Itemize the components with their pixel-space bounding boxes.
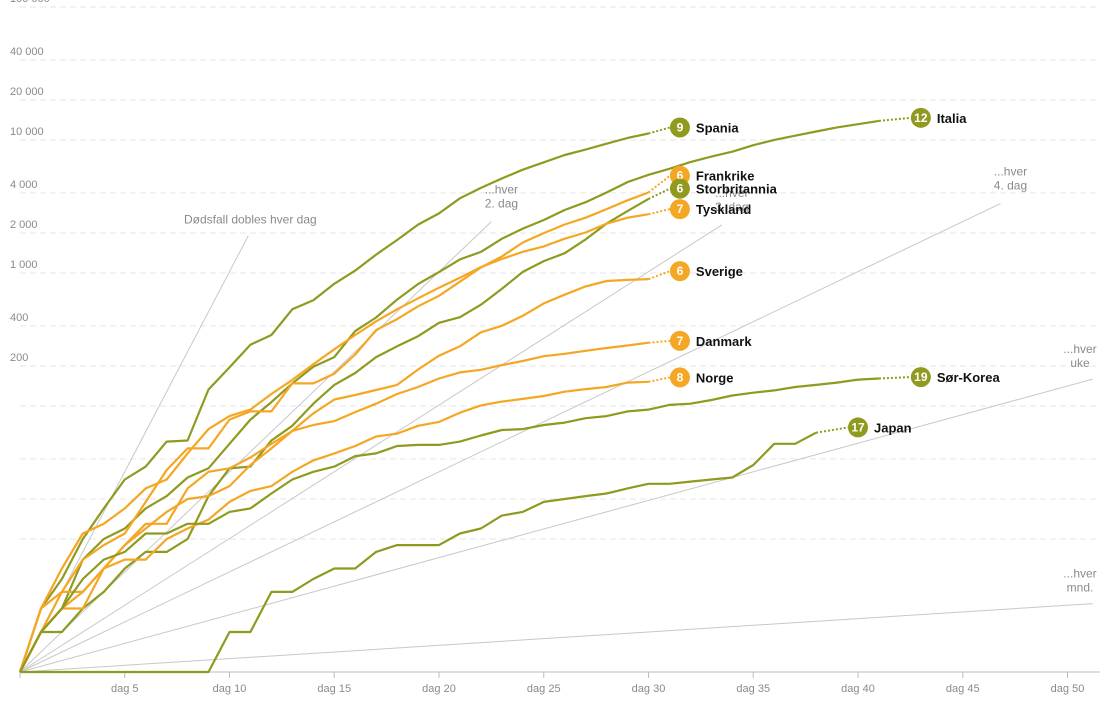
series-line-tyskland (18, 213, 649, 673)
series-line-spania (18, 132, 649, 673)
reference-line-label: ...hver uke (1063, 342, 1096, 370)
series-dotted-spania (648, 126, 671, 135)
x-tick-label: dag 30 (632, 683, 666, 695)
badge-spania (669, 117, 690, 138)
badge-sor-korea (910, 367, 931, 388)
badge-text-frankrike: 6 (677, 169, 684, 183)
y-tick-label: 100 000 (10, 0, 50, 5)
reference-line (19, 603, 1093, 673)
series-line-sor-korea (19, 377, 879, 673)
series-line-sverige (19, 278, 649, 673)
grid-lines (20, 6, 1100, 540)
series-label-danmark: Danmark (696, 334, 752, 349)
series-dotted-storbritannia (648, 187, 671, 200)
series-line-danmark (18, 341, 649, 673)
series-lines (18, 116, 911, 674)
badge-japan (848, 417, 868, 438)
x-tick-label: dag 40 (841, 683, 875, 695)
series-label-japan: Japan (874, 420, 912, 435)
y-tick-label: 4 000 (10, 179, 38, 191)
series-labels: 12 Italia 9 Spania 6 Frankrike 6 Storbritannia 7… (669, 107, 1001, 438)
series-label-tyskland: Tyskland (696, 202, 751, 217)
series-label-italia: Italia (937, 111, 967, 126)
x-tick-label: dag 20 (422, 683, 456, 695)
reference-label-line: mnd. (1067, 581, 1094, 595)
reference-label-line: Dødsfall dobles hver dag (184, 213, 317, 227)
y-tick-label: 20 000 (10, 86, 44, 98)
y-tick-label: 10 000 (10, 126, 44, 138)
series-dotted-danmark (648, 339, 671, 344)
series-dotted-italia (878, 116, 911, 122)
y-tick-label: 400 (10, 312, 28, 324)
series-dotted-japan (815, 426, 849, 434)
reference-label-line: ...hver (485, 183, 518, 197)
x-tick-label: dag 10 (213, 683, 247, 695)
x-tick-label: dag 35 (736, 683, 770, 695)
badge-text-italia: 12 (914, 111, 928, 125)
reference-line (19, 203, 1001, 673)
badge-norge (669, 367, 690, 388)
reference-label-line: ...hver (715, 186, 748, 200)
badge-italia (910, 107, 931, 128)
reference-line-label: ...hver 3. dag (715, 186, 748, 214)
y-axis: 200 400 1 000 2 000 4 000 10 000 20 000 40 000 1… (10, 0, 50, 364)
reference-line-label: ...hver 4. dag (994, 165, 1027, 193)
badge-text-japan: 17 (851, 420, 865, 434)
badge-text-storbritannia: 6 (677, 182, 684, 196)
series-dotted-sverige (648, 270, 671, 281)
badge-text-sor-korea: 19 (914, 370, 928, 384)
series-line-norge (19, 380, 649, 673)
badge-sverige (669, 261, 690, 282)
series-line-storbritannia (19, 197, 650, 673)
badge-tyskland (669, 199, 690, 220)
badge-danmark (669, 330, 690, 351)
badge-text-spania: 9 (677, 120, 684, 134)
reference-label-line: ...hver (994, 165, 1027, 179)
reference-label-line: ...hver (1063, 342, 1096, 356)
series-label-frankrike: Frankrike (696, 169, 755, 184)
reference-label-line: 2. dag (485, 197, 518, 211)
reference-line (19, 378, 1093, 673)
reference-label-line: 4. dag (994, 179, 1027, 193)
badge-text-sverige: 6 (677, 264, 684, 278)
badge-text-norge: 8 (677, 370, 684, 384)
y-tick-label: 1 000 (10, 259, 38, 271)
reference-lines: Dødsfall dobles hver dag...hver 2. dag...… (19, 165, 1097, 673)
reference-label-line: uke (1070, 356, 1090, 370)
y-tick-label: 40 000 (10, 46, 44, 58)
reference-line-label: Dødsfall dobles hver dag (184, 213, 317, 227)
x-tick-label: dag 50 (1051, 683, 1085, 695)
badge-text-danmark: 7 (677, 334, 684, 348)
series-line-japan (20, 431, 817, 674)
reference-line-label: ...hver 2. dag (485, 183, 518, 211)
series-dotted-norge (648, 376, 671, 383)
reference-label-line: ...hver (1063, 567, 1096, 581)
y-tick-label: 2 000 (10, 219, 38, 231)
series-label-spania: Spania (696, 120, 739, 135)
badge-storbritannia (669, 178, 690, 199)
series-dotted-frankrike (647, 174, 671, 194)
series-label-norge: Norge (696, 370, 734, 385)
series-dotted-sor-korea (878, 376, 911, 380)
x-tick-label: dag 25 (527, 683, 561, 695)
x-tick-label: dag 15 (317, 683, 351, 695)
series-label-sverige: Sverige (696, 264, 743, 279)
reference-line-label: ...hver mnd. (1063, 567, 1096, 595)
reference-label-line: 3. dag (715, 200, 748, 214)
series-dotted-tyskland (648, 208, 671, 216)
series-line-frankrike (19, 191, 649, 673)
series-label-storbritannia: Storbritannia (696, 182, 778, 197)
y-tick-label: 200 (10, 352, 28, 364)
series-line-italia (19, 119, 880, 673)
series-label-sor-korea: Sør-Korea (937, 370, 1001, 385)
badge-text-tyskland: 7 (677, 202, 684, 216)
reference-line (19, 224, 723, 673)
x-tick-label: dag 5 (111, 683, 139, 695)
x-tick-label: dag 45 (946, 683, 980, 695)
reference-line (19, 221, 492, 673)
x-axis: dag 5 dag 10 dag 15 dag 20 dag 25 dag 30 dag 3… (19, 671, 1100, 695)
